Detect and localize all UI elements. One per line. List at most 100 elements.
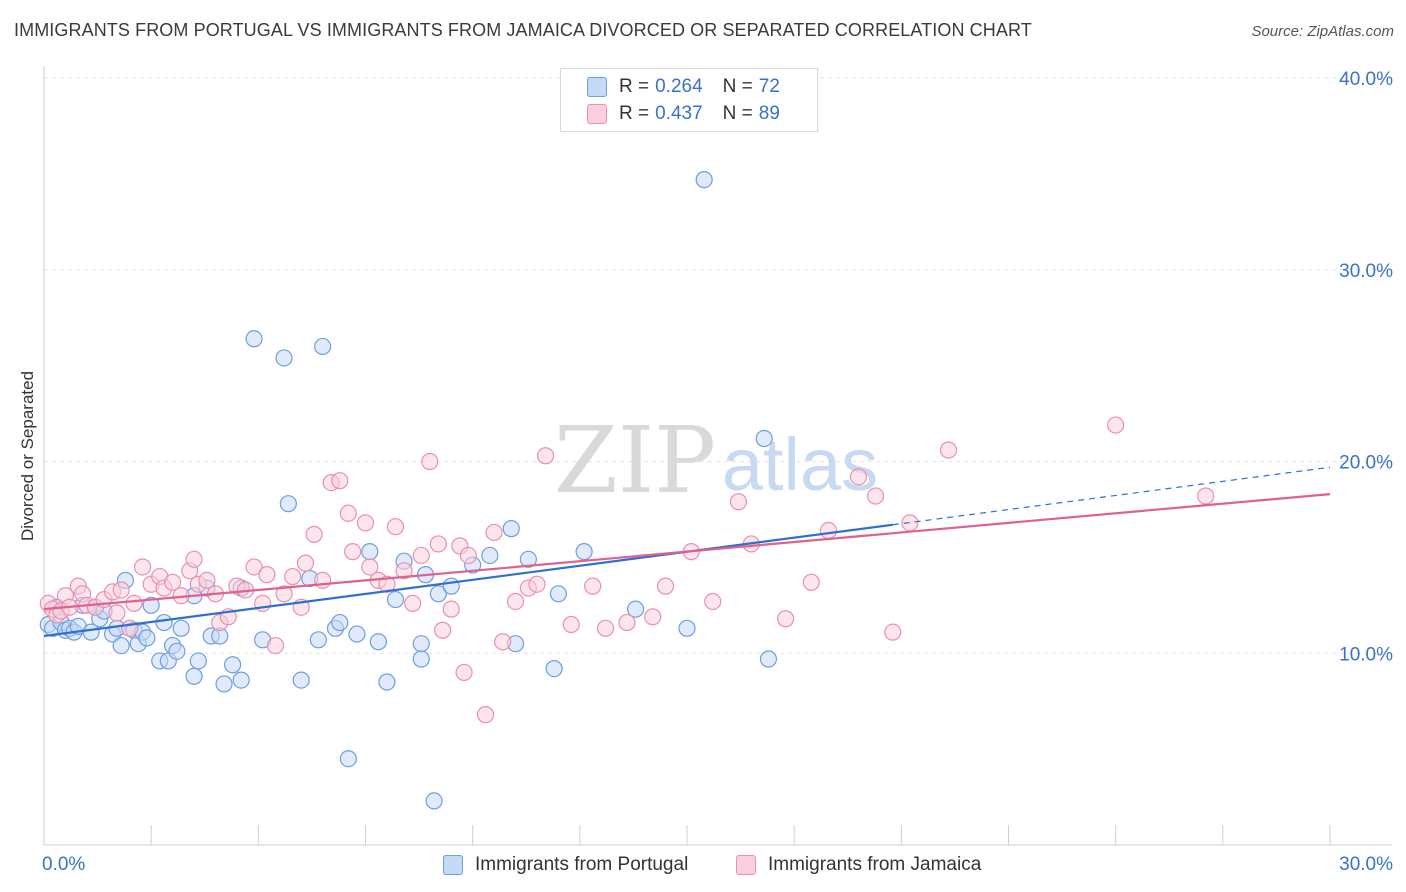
- portugal-point: [575, 543, 593, 561]
- portugal-point: [549, 585, 568, 603]
- jamaica-point: [164, 573, 182, 591]
- jamaica-point: [596, 619, 615, 637]
- portugal-point: [172, 619, 190, 637]
- portugal-point: [112, 636, 130, 655]
- portugal-point: [215, 675, 233, 693]
- jamaica-point: [536, 447, 555, 465]
- portugal-point: [331, 613, 349, 632]
- jamaica-point: [562, 615, 580, 634]
- jamaica-point: [356, 514, 375, 532]
- jamaica-point: [819, 521, 838, 540]
- jamaica-point: [245, 558, 263, 576]
- portugal-swatch: [587, 77, 607, 97]
- jamaica-point: [198, 571, 216, 589]
- portugal-point: [361, 543, 379, 561]
- jamaica-point: [258, 566, 276, 584]
- portugal-point: [369, 633, 387, 651]
- portugal-point: [339, 750, 357, 768]
- jamaica-point: [108, 604, 126, 622]
- portugal-point: [759, 650, 778, 668]
- jamaica-point: [386, 518, 405, 536]
- portugal-point: [626, 600, 645, 618]
- series-legend: Immigrants from Portugal Immigrants from…: [0, 851, 1406, 879]
- jamaica-point: [185, 550, 203, 568]
- portugal-trend-line: [43, 523, 893, 638]
- jamaica-point: [266, 636, 285, 655]
- portugal-point: [292, 671, 310, 689]
- portugal-point: [279, 495, 297, 513]
- jamaica-point: [442, 600, 460, 618]
- n-label: N =: [722, 76, 753, 97]
- y-tick-label: 20.0%: [1339, 453, 1393, 474]
- jamaica-point: [421, 452, 439, 471]
- legend-item-jamaica[interactable]: Immigrants from Jamaica: [736, 851, 981, 879]
- trend-lines: [43, 466, 1331, 638]
- y-tick-label: 30.0%: [1339, 261, 1393, 282]
- r-label: R =: [619, 76, 650, 97]
- axes: [43, 66, 1392, 846]
- stats-legend-row-jamaica: R = 0.437 N = 89: [587, 102, 780, 126]
- portugal-point: [442, 577, 460, 595]
- jamaica-point: [284, 567, 302, 586]
- x-tick-label: 0.0%: [42, 854, 85, 875]
- jamaica-point: [584, 577, 602, 595]
- jamaica-point: [476, 706, 495, 724]
- legend-item-portugal[interactable]: Immigrants from Portugal: [443, 851, 688, 879]
- source-label: Source: ZipAtlas.com: [1251, 23, 1394, 40]
- jamaica-point: [429, 535, 447, 553]
- jamaica-point: [506, 592, 525, 611]
- jamaica-point: [378, 575, 396, 593]
- portugal-point: [348, 625, 366, 643]
- jamaica-point: [1107, 416, 1125, 434]
- n-value: 89: [758, 103, 780, 124]
- legend-label-jamaica: Immigrants from Jamaica: [768, 854, 982, 875]
- portugal-point: [386, 590, 405, 609]
- portugal-point: [138, 629, 156, 647]
- jamaica-point: [867, 487, 885, 505]
- portugal-legend-swatch: [443, 855, 463, 875]
- jamaica-point: [331, 472, 349, 490]
- stats-legend: R = 0.264 N = 72 R = 0.437 N = 89: [560, 68, 818, 132]
- jamaica-point: [404, 594, 422, 612]
- jamaica-point: [344, 543, 362, 561]
- portugal-point: [185, 667, 203, 685]
- portugal-point: [678, 619, 696, 637]
- jamaica-point: [314, 571, 332, 589]
- jamaica-point: [656, 577, 675, 595]
- x-tick-label: 30.0%: [1339, 854, 1393, 875]
- y-tick-label: 40.0%: [1339, 69, 1393, 90]
- portugal-point: [519, 550, 537, 568]
- jamaica-point: [528, 575, 546, 593]
- portugal-point: [245, 330, 263, 348]
- jamaica-point: [125, 594, 143, 612]
- jamaica-point: [395, 562, 413, 580]
- watermark: ZIP atlas: [554, 407, 878, 514]
- jamaica-point: [939, 441, 958, 459]
- watermark-zip: ZIP: [554, 407, 716, 514]
- jamaica-point: [133, 558, 152, 576]
- jamaica-point: [884, 623, 902, 641]
- jamaica-point: [729, 493, 748, 511]
- jamaica-point: [361, 558, 379, 576]
- data-points: [39, 171, 1215, 810]
- portugal-point: [695, 171, 713, 189]
- jamaica-point: [849, 468, 868, 486]
- jamaica-point: [644, 608, 662, 626]
- portugal-point: [481, 546, 499, 565]
- jamaica-point: [455, 663, 473, 682]
- jamaica-point: [296, 554, 315, 572]
- jamaica-point: [339, 504, 357, 522]
- jamaica-swatch: [587, 104, 607, 124]
- n-value: 72: [758, 76, 780, 97]
- n-label: N =: [722, 103, 753, 124]
- jamaica-point: [704, 592, 722, 611]
- jamaica-point: [412, 546, 430, 565]
- chart-title: IMMIGRANTS FROM PORTUGAL VS IMMIGRANTS F…: [14, 20, 1032, 40]
- r-label: R =: [619, 103, 650, 124]
- portugal-point: [189, 652, 207, 670]
- stats-legend-row-portugal: R = 0.264 N = 72: [587, 75, 780, 99]
- watermark-atlas: atlas: [722, 423, 878, 506]
- portugal-point: [412, 650, 430, 668]
- legend-label-portugal: Immigrants from Portugal: [475, 854, 689, 875]
- portugal-point: [275, 349, 293, 367]
